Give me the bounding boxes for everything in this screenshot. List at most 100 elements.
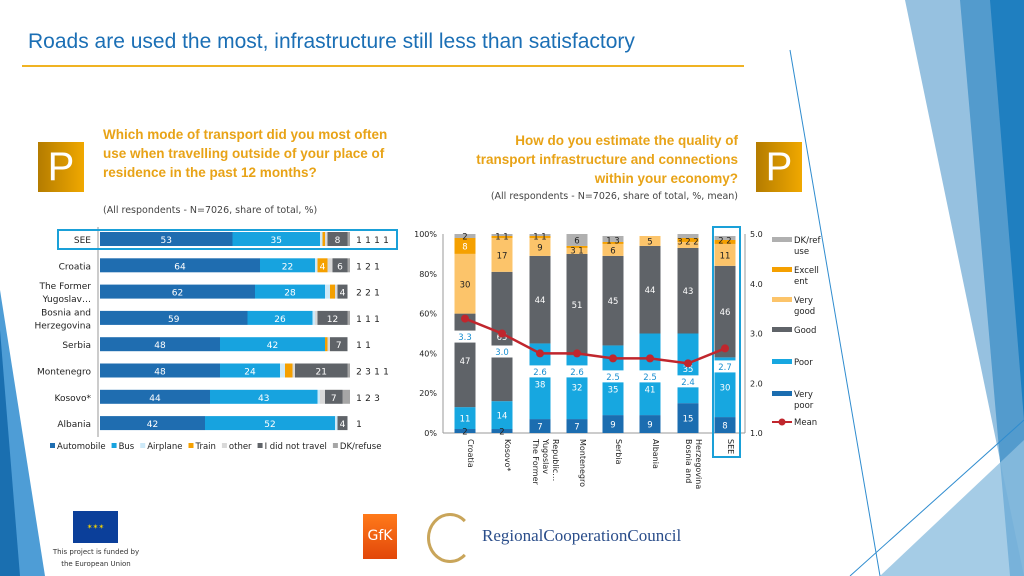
data-label: 35 — [608, 385, 619, 395]
bar-segment — [714, 417, 736, 433]
bar-segment — [312, 310, 315, 325]
left-question: Which mode of transport did you most oft… — [103, 127, 388, 180]
data-label: 41 — [645, 385, 656, 395]
legend-label: DK/refuse — [340, 442, 382, 452]
eu-text-2: the European Union — [61, 560, 131, 568]
category-label: Yugoslav — [541, 438, 550, 474]
bar-segment — [255, 284, 325, 299]
mean-point — [721, 344, 729, 353]
rcc-emblem — [427, 513, 473, 563]
data-label: 2 — [356, 368, 362, 378]
data-label: 1 — [533, 232, 538, 242]
data-label: 1 — [541, 232, 546, 242]
right-question: How do you estimate the quality of trans… — [476, 133, 738, 186]
legend-swatch — [772, 391, 792, 396]
bar-segment — [100, 363, 220, 378]
category-label: Kosovo* — [503, 439, 512, 471]
bar-segment — [639, 235, 661, 246]
data-label: 1 — [606, 236, 611, 246]
data-label: 53 — [161, 236, 172, 246]
bar-segment — [602, 235, 624, 242]
data-label: 12 — [327, 315, 338, 325]
bar-segment — [322, 232, 325, 246]
data-label: 35 — [271, 236, 282, 246]
bar-segment — [325, 389, 343, 404]
bar-segment — [325, 284, 330, 299]
bar-segment — [491, 237, 513, 272]
bar-segment — [320, 389, 325, 404]
bar-segment — [347, 232, 350, 246]
bar-segment — [566, 247, 588, 254]
mean-point — [498, 329, 506, 338]
data-label: 2 — [685, 237, 690, 247]
data-label: 2 — [726, 236, 731, 246]
bar-segment — [714, 243, 736, 266]
bar-segment — [100, 416, 205, 431]
y2-tick-label: 1.0 — [750, 429, 763, 438]
mean-label: 2.5 — [643, 373, 657, 383]
bar-segment — [220, 337, 325, 352]
data-label: 6 — [610, 246, 615, 256]
legend-label: DK/ref — [794, 236, 822, 246]
mean-label-box — [677, 375, 699, 388]
legend-label: Airplane — [147, 442, 182, 452]
category-label: Bosnia and — [684, 439, 693, 483]
data-label: 64 — [174, 262, 186, 272]
data-label: 45 — [608, 297, 619, 307]
y2-tick-label: 4.0 — [750, 280, 763, 289]
data-label: 14 — [497, 412, 508, 422]
mean-label-box — [566, 365, 588, 378]
legend-label: I did not travel — [265, 442, 327, 452]
category-label: Croatia — [466, 439, 475, 468]
data-label: 21 — [316, 368, 327, 378]
data-label: 43 — [258, 394, 269, 404]
data-label: 59 — [168, 315, 180, 325]
category-label: SEE — [726, 439, 735, 454]
data-label: 3 — [677, 237, 682, 247]
data-label: 2 — [462, 232, 467, 242]
data-label: 15 — [683, 415, 694, 425]
data-label: 44 — [645, 286, 656, 296]
legend-label: Bus — [119, 442, 135, 452]
mean-point — [461, 314, 469, 323]
data-label: 1 — [374, 368, 380, 378]
category-label: The Former — [531, 438, 540, 485]
bar-segment — [100, 232, 233, 246]
legend-swatch — [772, 327, 792, 332]
category-label: Kosovo* — [55, 394, 92, 404]
bar-segment — [325, 337, 328, 352]
bar-segment — [232, 232, 320, 246]
bar-segment — [220, 363, 280, 378]
y-tick-label: 100% — [414, 230, 437, 239]
bar-segment — [337, 284, 348, 299]
p-badge-left: P — [38, 142, 84, 192]
mean-label-box — [491, 345, 513, 358]
bar-segment — [315, 258, 318, 273]
data-label: 62 — [172, 289, 183, 299]
bar-segment — [602, 243, 624, 256]
bar-segment — [454, 237, 476, 254]
bar-segment — [100, 284, 255, 299]
eu-flag-logo: ✶✶✶ — [73, 511, 118, 543]
bar-segment — [677, 247, 699, 334]
bar-segment — [566, 234, 588, 246]
y2-tick-label: 3.0 — [750, 330, 763, 339]
bar-segment — [566, 245, 588, 248]
legend-swatch — [772, 237, 792, 242]
data-label: 9 — [610, 421, 615, 431]
bar-segment — [677, 234, 699, 238]
mean-point — [536, 349, 544, 358]
data-label: 1 — [356, 315, 362, 325]
y-tick-label: 0% — [424, 429, 437, 438]
see-highlight-box — [712, 226, 741, 458]
data-label: 1 — [383, 368, 389, 378]
bar-segment — [454, 234, 476, 238]
bar-segment — [347, 258, 350, 273]
category-label: Montenegro — [37, 368, 91, 378]
bar-segment — [602, 241, 624, 244]
data-label: 4 — [340, 289, 346, 299]
category-label: Serbia — [614, 439, 623, 465]
mean-point — [609, 354, 617, 363]
